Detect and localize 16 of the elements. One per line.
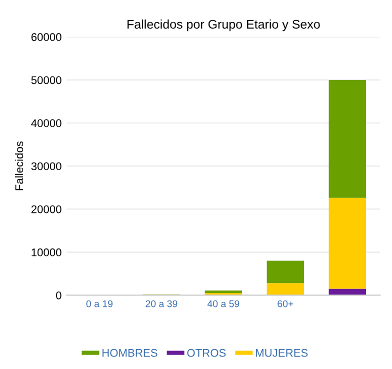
y-tick-label: 30000 bbox=[31, 162, 62, 170]
y-tick-label: 50000 bbox=[31, 76, 62, 84]
x-tick-label: 40 a 59 bbox=[207, 300, 240, 308]
x-tick-label: 0 a 19 bbox=[86, 300, 113, 308]
x-tick-label: 20 a 39 bbox=[146, 300, 178, 308]
legend-label: OTROS bbox=[187, 348, 226, 357]
legend-label: MUJERES bbox=[256, 348, 308, 357]
chart-title: Fallecidos por Grupo Etario y Sexo bbox=[128, 20, 320, 32]
x-tick-label: 60+ bbox=[278, 300, 294, 308]
legend-label: HOMBRES bbox=[102, 348, 158, 357]
y-tick-label: 0 bbox=[56, 291, 62, 300]
y-tick-label: 10000 bbox=[32, 248, 62, 256]
y-tick-label: 40000 bbox=[31, 119, 62, 128]
y-axis-title: Fallecidos bbox=[14, 141, 24, 190]
y-tick-label: 60000 bbox=[31, 33, 62, 42]
y-tick-label: 20000 bbox=[31, 205, 62, 214]
